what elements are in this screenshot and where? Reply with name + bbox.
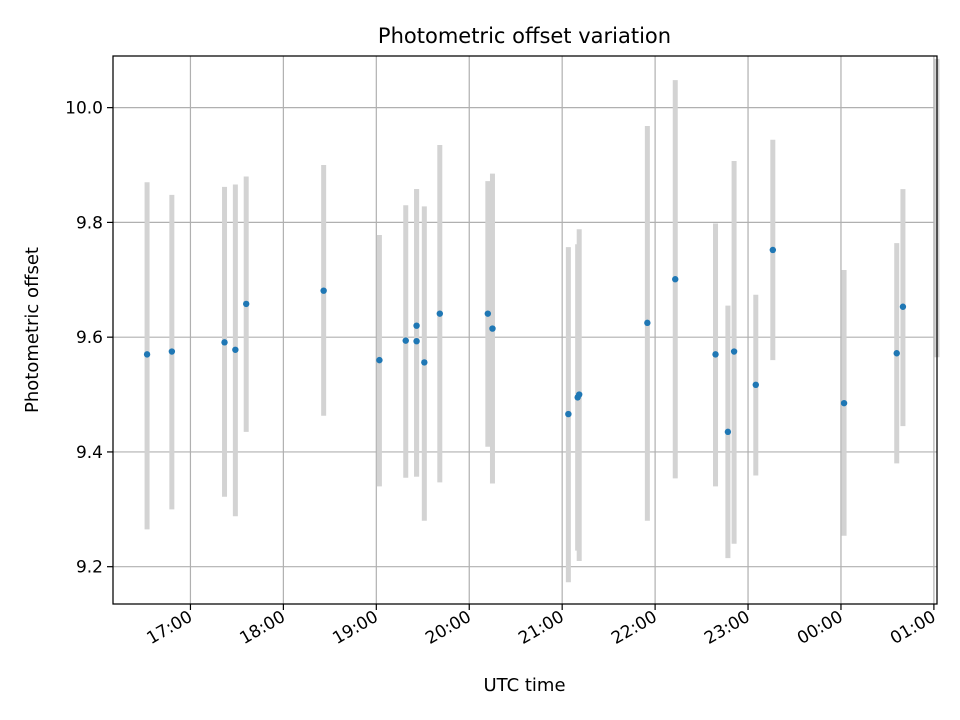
y-tick-label: 9.8	[76, 213, 103, 233]
data-point	[413, 322, 420, 329]
y-tick-label: 9.6	[76, 328, 103, 348]
data-point	[168, 348, 176, 355]
data-point	[769, 246, 777, 254]
data-point	[143, 351, 151, 358]
y-axis-label: Photometric offset	[22, 247, 43, 413]
data-point	[730, 348, 738, 355]
data-point	[565, 410, 572, 418]
data-point	[724, 428, 732, 436]
data-point	[899, 303, 907, 310]
data-point	[489, 325, 496, 332]
data-point	[413, 337, 420, 345]
data-point	[644, 319, 651, 327]
data-point	[376, 356, 383, 364]
data-point	[893, 350, 900, 357]
grid	[113, 56, 937, 604]
data-point	[576, 391, 583, 398]
x-axis-label: UTC time	[483, 675, 565, 696]
data-point	[840, 399, 848, 407]
data-point	[712, 351, 719, 358]
data-point	[402, 337, 409, 344]
data-point	[320, 287, 327, 294]
data-point	[672, 276, 679, 283]
data-point	[752, 381, 759, 388]
y-tick-label: 10.0	[65, 99, 103, 119]
y-axis: 9.2 9.4 9.6 9.8 10.0	[65, 99, 113, 578]
data-point	[221, 339, 228, 346]
y-tick-label: 9.4	[76, 443, 103, 463]
data-point	[232, 346, 239, 353]
data-point	[243, 300, 250, 308]
y-tick-label: 9.2	[76, 558, 103, 578]
data-point	[421, 359, 428, 366]
data-points	[143, 246, 907, 436]
data-point	[436, 310, 444, 317]
data-point	[484, 310, 492, 317]
chart-title: Photometric offset variation	[378, 24, 671, 48]
plot-frame	[112, 55, 938, 605]
